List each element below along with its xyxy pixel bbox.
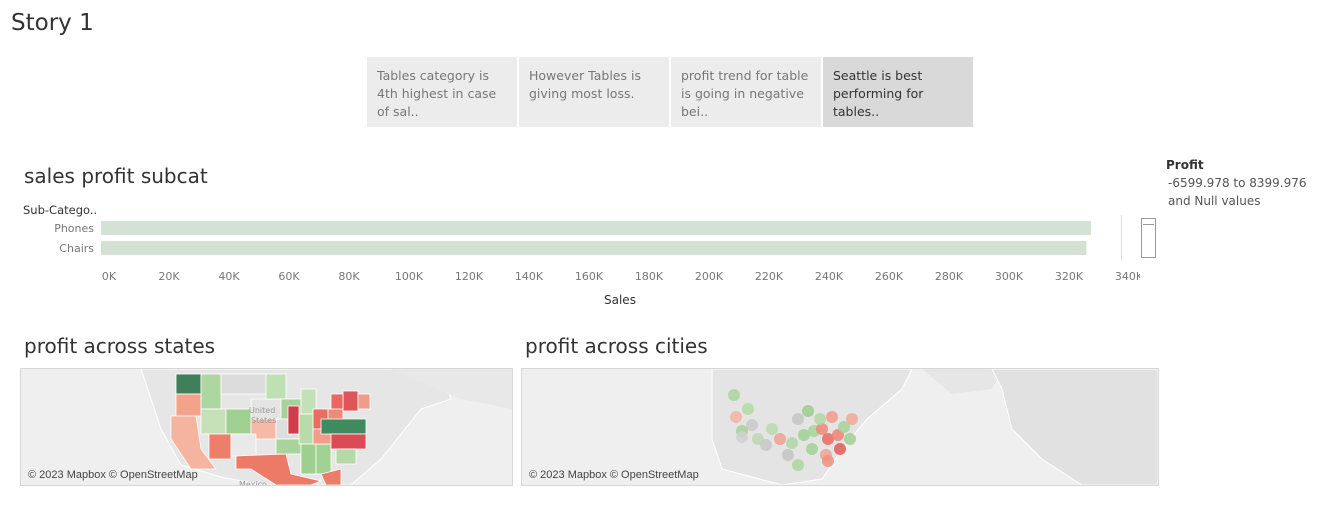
profit-legend-title: Profit xyxy=(1166,158,1204,172)
city-profit-mark[interactable] xyxy=(786,437,798,449)
x-tick-label: 220K xyxy=(755,270,784,283)
states-map-credit: © 2023 Mapbox © OpenStreetMap xyxy=(28,469,198,481)
city-profit-mark[interactable] xyxy=(760,439,772,451)
x-tick-label: 140K xyxy=(515,270,544,283)
x-tick-label: 60K xyxy=(278,270,300,283)
x-tick-label: 240K xyxy=(815,270,844,283)
city-profit-mark[interactable] xyxy=(774,433,786,445)
city-profit-mark[interactable] xyxy=(822,455,834,467)
svg-text:United: United xyxy=(249,406,275,415)
scrollbar-thumb[interactable] xyxy=(1143,220,1154,225)
city-profit-mark[interactable] xyxy=(766,423,778,435)
x-tick-label: 20K xyxy=(158,270,180,283)
svg-text:States: States xyxy=(251,416,276,425)
x-tick-label: 340K xyxy=(1115,270,1140,283)
x-tick-label: 320K xyxy=(1055,270,1084,283)
x-tick-label: 260K xyxy=(875,270,904,283)
x-tick-label: 40K xyxy=(218,270,240,283)
x-tick-label: 180K xyxy=(635,270,664,283)
city-profit-mark[interactable] xyxy=(802,405,814,417)
city-profit-mark[interactable] xyxy=(806,443,818,455)
city-profit-mark[interactable] xyxy=(816,423,828,435)
city-profit-mark[interactable] xyxy=(834,443,846,455)
subcategory-column-header[interactable]: Sub-Catego.. xyxy=(23,203,98,217)
city-profit-mark[interactable] xyxy=(730,411,742,423)
story-title: Story 1 xyxy=(11,10,94,36)
states-map-title: profit across states xyxy=(24,334,216,358)
story-point-4[interactable]: Seattle is best performing for tables.. xyxy=(823,57,973,127)
profit-legend-null: and Null values xyxy=(1168,194,1261,208)
cities-map[interactable]: © 2023 Mapbox © OpenStreetMap xyxy=(521,368,1159,486)
city-profit-mark[interactable] xyxy=(782,449,794,461)
city-profit-mark[interactable] xyxy=(798,429,810,441)
x-tick-label: 300K xyxy=(995,270,1024,283)
category-label[interactable]: Phones xyxy=(54,222,94,235)
story-point-1[interactable]: Tables category is 4th highest in case o… xyxy=(367,57,517,127)
bar-phones[interactable] xyxy=(101,221,1092,235)
bar-chairs[interactable] xyxy=(101,241,1087,255)
story-point-3[interactable]: profit trend for table is going in negat… xyxy=(671,57,821,127)
city-profit-mark[interactable] xyxy=(736,431,748,443)
x-tick-label: 80K xyxy=(338,270,360,283)
x-tick-label: 0K xyxy=(102,270,117,283)
x-tick-label: 200K xyxy=(695,270,724,283)
x-tick-label: 160K xyxy=(575,270,604,283)
city-profit-mark[interactable] xyxy=(846,413,858,425)
city-profit-mark[interactable] xyxy=(814,413,826,425)
category-label[interactable]: Chairs xyxy=(59,242,94,255)
states-map[interactable]: United States Mexico © 2023 Mapbox © Ope… xyxy=(20,368,513,486)
x-tick-label: 280K xyxy=(935,270,964,283)
city-profit-mark[interactable] xyxy=(844,433,856,445)
svg-text:Mexico: Mexico xyxy=(239,480,267,485)
city-profit-mark[interactable] xyxy=(822,433,834,445)
x-tick-label: 120K xyxy=(455,270,484,283)
city-profit-mark[interactable] xyxy=(826,411,838,423)
city-profit-mark[interactable] xyxy=(792,459,804,471)
cities-map-title: profit across cities xyxy=(525,334,708,358)
city-profit-mark[interactable] xyxy=(728,389,740,401)
profit-legend-range: -6599.978 to 8399.976 xyxy=(1168,176,1307,190)
x-tick-label: 100K xyxy=(395,270,424,283)
cities-map-credit: © 2023 Mapbox © OpenStreetMap xyxy=(529,469,699,481)
bar-sheet-title: sales profit subcat xyxy=(24,164,208,188)
city-profit-mark[interactable] xyxy=(838,421,850,433)
vertical-scrollbar[interactable] xyxy=(1141,218,1156,258)
city-profit-mark[interactable] xyxy=(742,403,754,415)
bar-chart: Phones Chairs 0K 20K 40K 60K 80K 100K 120K 140K 1… xyxy=(54,221,1140,283)
scroll-divider xyxy=(1121,215,1122,260)
story-point-2[interactable]: However Tables is giving most loss. xyxy=(519,57,669,127)
city-profit-mark[interactable] xyxy=(792,413,804,425)
city-profit-mark[interactable] xyxy=(746,419,758,431)
x-axis-title: Sales xyxy=(604,293,636,307)
